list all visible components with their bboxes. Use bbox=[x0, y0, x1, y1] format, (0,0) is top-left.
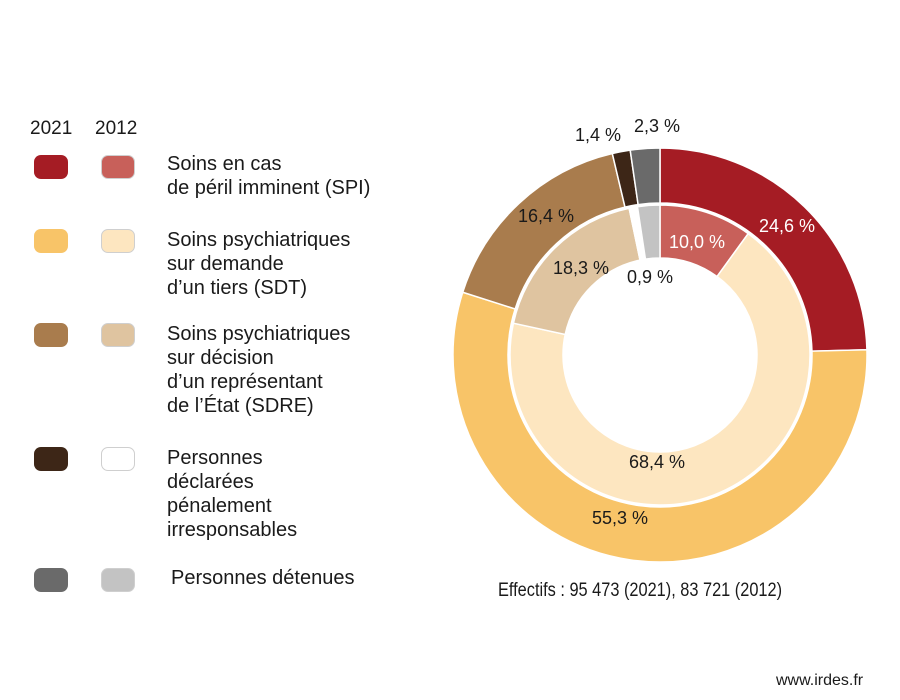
slice-label-2012-4: 0,9 % bbox=[627, 267, 673, 287]
legend-label-1: Soins en cas de péril imminent (SPI) bbox=[167, 153, 371, 199]
legend-swatch-2021-5 bbox=[34, 568, 68, 592]
legend-label-3: Soins psychiatriques sur décision d’un r… bbox=[167, 323, 351, 417]
slice-label-2021-1: 24,6 % bbox=[759, 216, 815, 236]
legend-swatch-2021-1 bbox=[34, 155, 68, 179]
legend-label-5: Personnes détenues bbox=[171, 567, 355, 589]
source-url: www.irdes.fr bbox=[776, 672, 864, 689]
legend-swatch-2012-4 bbox=[101, 447, 135, 471]
legend-swatch-2012-5 bbox=[101, 568, 135, 592]
legend-swatch-2012-2 bbox=[101, 229, 135, 253]
slice-label-2021-2: 55,3 % bbox=[592, 508, 648, 528]
legend-year-2021: 2021 bbox=[30, 118, 73, 139]
slice-label-2012-2: 68,4 % bbox=[629, 452, 685, 472]
slice-2021-5 bbox=[629, 147, 661, 206]
slice-2021-2 bbox=[452, 291, 868, 563]
legend-swatch-2021-3 bbox=[34, 323, 68, 347]
slice-label-2012-1: 10,0 % bbox=[669, 232, 725, 252]
legend-label-2: Soins psychiatriques sur demande d’un ti… bbox=[167, 229, 351, 299]
slice-2012-2 bbox=[509, 232, 811, 506]
slice-label-2012-3: 18,3 % bbox=[553, 258, 609, 278]
legend-year-2012: 2012 bbox=[95, 118, 138, 139]
slice-label-2021-4: 1,4 % bbox=[575, 125, 621, 145]
legend-label-4: Personnes déclarées pénalement irrespons… bbox=[167, 447, 298, 541]
slice-label-2021-3: 16,4 % bbox=[518, 206, 574, 226]
legend-swatch-2021-2 bbox=[34, 229, 68, 253]
legend-swatch-2021-4 bbox=[34, 447, 68, 471]
slice-label-2021-5: 2,3 % bbox=[634, 116, 680, 136]
slice-2012-5 bbox=[636, 204, 661, 260]
legend-swatch-2012-3 bbox=[101, 323, 135, 347]
legend-swatch-2012-1 bbox=[101, 155, 135, 179]
footnote-effectifs: Effectifs : 95 473 (2021), 83 721 (2012) bbox=[498, 580, 783, 601]
